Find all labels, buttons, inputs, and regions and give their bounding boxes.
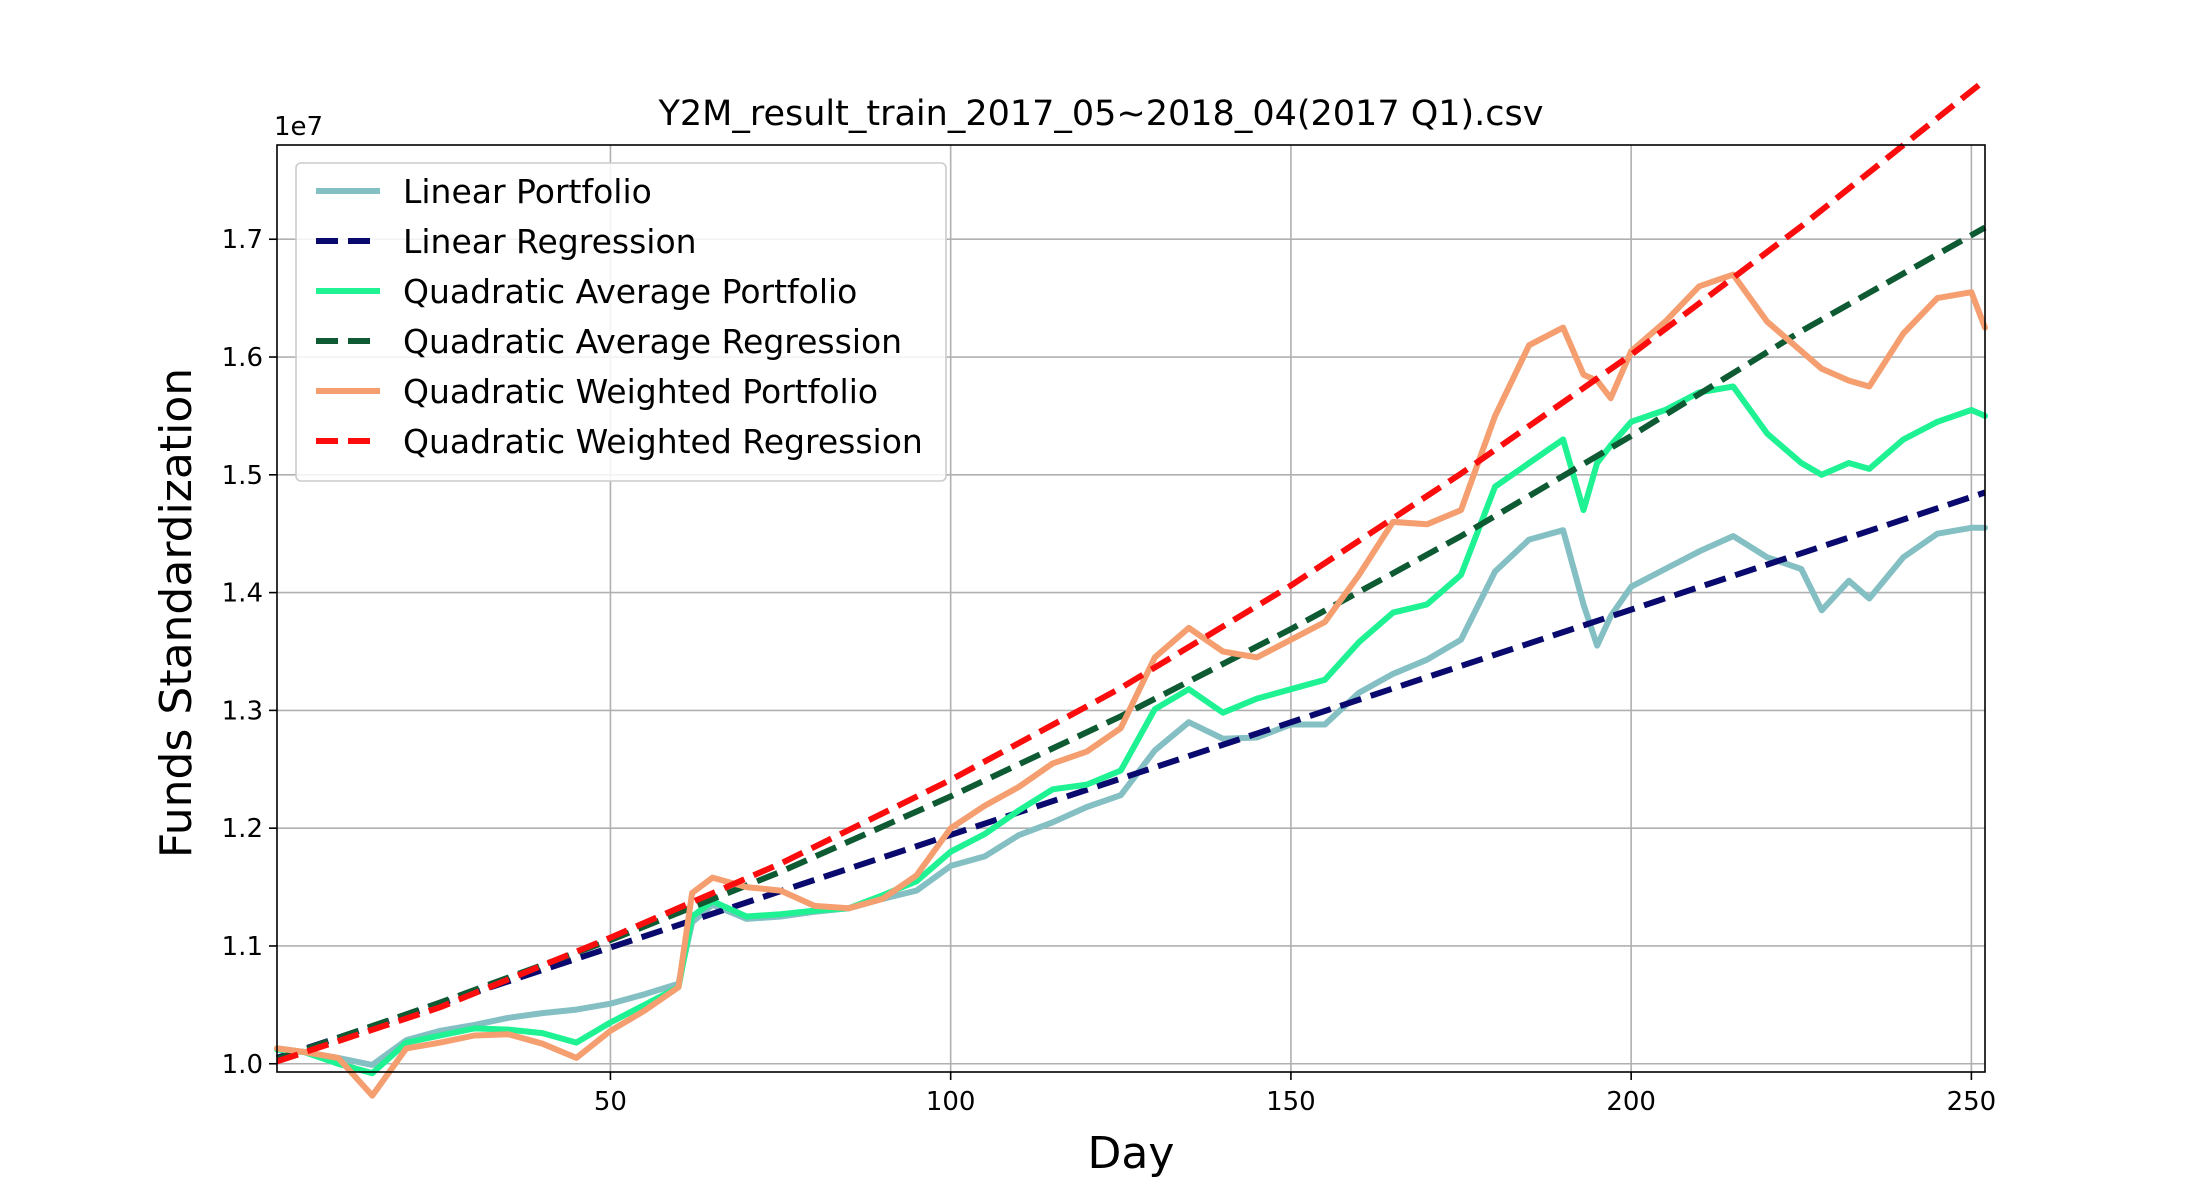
y-axis-label: Funds Standardization [151, 368, 202, 858]
y-tick-label: 1.0 [222, 1050, 263, 1080]
grid-lines [277, 145, 1985, 1072]
legend: Linear Portfolio Linear Regression Quadrat… [295, 162, 947, 482]
legend-label: Linear Regression [403, 222, 697, 261]
y-axis-offset-label: 1e7 [274, 112, 323, 142]
series-layer [274, 77, 1988, 1099]
axis-ticks: 50 100 150 200 250 1.0 1.1 1.2 1.3 1.4 1.5 1.6 1.7 [222, 225, 1997, 1117]
chart-title: Y2M_result_train_2017_05~2018_04(2017 Q1… [657, 94, 1543, 134]
legend-box [295, 162, 947, 482]
y-tick-label: 1.1 [222, 932, 263, 962]
x-tick-label: 200 [1606, 1087, 1656, 1117]
legend-label: Quadratic Weighted Portfolio [403, 372, 878, 411]
y-tick-label: 1.3 [222, 696, 263, 726]
legend-label: Quadratic Average Regression [403, 322, 902, 361]
series-line-quadratic-average-portfolio [274, 383, 1988, 1077]
y-tick-label: 1.2 [222, 814, 263, 844]
x-tick-label: 150 [1266, 1087, 1316, 1117]
series-line-quadratic-weighted-portfolio [274, 271, 1988, 1099]
x-tick-label: 100 [926, 1087, 976, 1117]
x-axis-label: Day [1088, 1128, 1175, 1179]
y-tick-label: 1.7 [222, 225, 263, 255]
y-tick-label: 1.5 [222, 461, 263, 491]
series-line-quadratic-weighted-regression [276, 77, 1987, 1065]
series-line-linear-regression [276, 489, 1986, 1061]
plot-area-frame [276, 144, 1986, 1073]
legend-label: Linear Portfolio [403, 172, 652, 211]
x-tick-label: 50 [594, 1087, 627, 1117]
legend-label: Quadratic Weighted Regression [403, 422, 923, 461]
legend-label: Quadratic Average Portfolio [403, 272, 857, 311]
x-tick-label: 250 [1947, 1087, 1997, 1117]
series-line-linear-portfolio [274, 524, 1988, 1068]
y-tick-label: 1.4 [222, 579, 263, 609]
y-tick-label: 1.6 [222, 343, 263, 373]
